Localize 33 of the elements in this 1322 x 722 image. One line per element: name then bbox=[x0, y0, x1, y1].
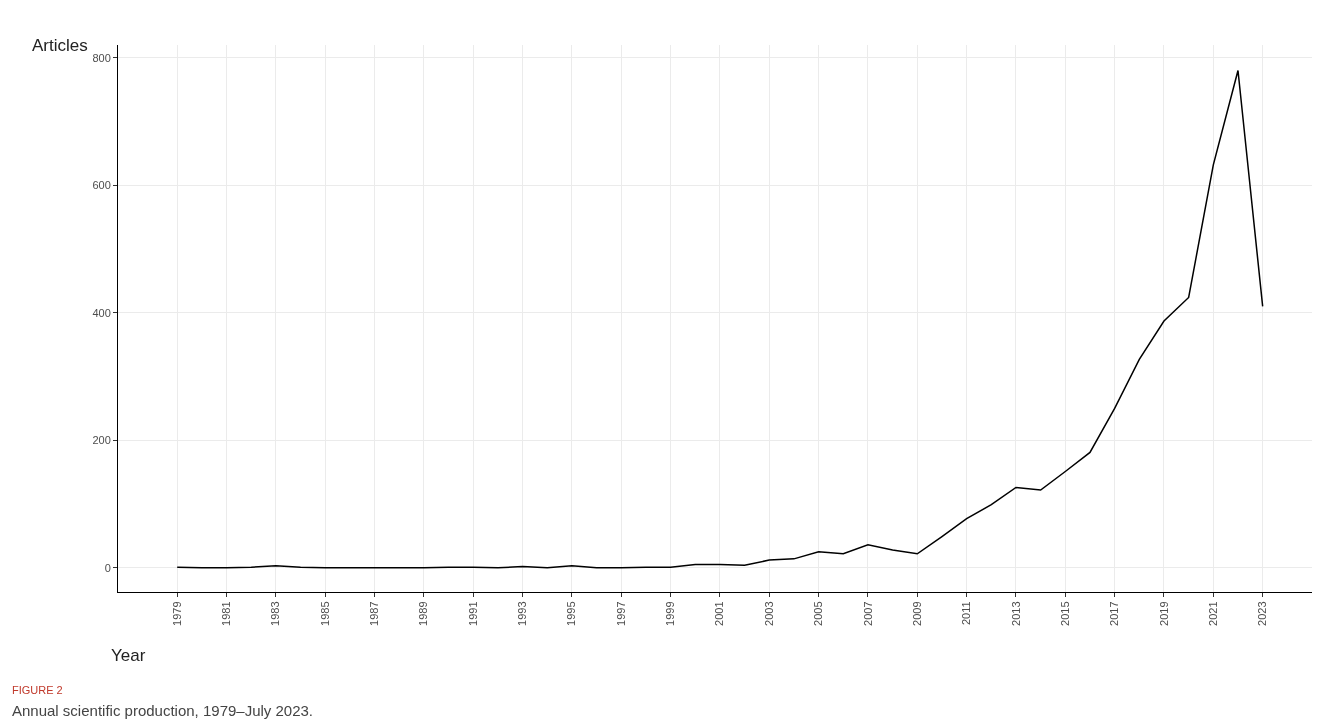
y-tick-label: 400 bbox=[92, 306, 111, 319]
text: Annual scientific production, 1979–July 2023. bbox=[12, 702, 314, 719]
x-axis-title: Year bbox=[111, 646, 146, 665]
x-tick-label: 2001 bbox=[713, 601, 726, 626]
x-tick-label: 1999 bbox=[664, 601, 677, 626]
x-tick-label: 1979 bbox=[170, 601, 183, 626]
x-tick-label: 1987 bbox=[368, 601, 381, 626]
x-tick-label: 2003 bbox=[762, 601, 775, 626]
y-tick-label: 800 bbox=[92, 51, 111, 64]
x-tick-label: 2011 bbox=[960, 601, 973, 626]
x-tick-label: 2021 bbox=[1206, 601, 1219, 626]
x-tick-label: 2019 bbox=[1157, 601, 1170, 626]
x-tick-label: 1985 bbox=[318, 601, 331, 626]
x-tick-label: 1993 bbox=[516, 601, 529, 626]
x-tick-label: 2009 bbox=[910, 601, 923, 626]
x-tick-label: 1995 bbox=[565, 601, 578, 626]
x-tick-label: 2015 bbox=[1058, 601, 1071, 626]
x-tick-label: 2023 bbox=[1256, 601, 1269, 626]
x-tick-label: 2013 bbox=[1009, 601, 1022, 626]
x-tick-label: 1997 bbox=[614, 601, 627, 626]
y-tick-label: 200 bbox=[92, 434, 111, 447]
y-tick-label: 0 bbox=[104, 561, 111, 574]
x-tick-label: 1983 bbox=[269, 601, 282, 626]
x-tick-label: 2017 bbox=[1108, 601, 1121, 626]
y-axis-title: Articles bbox=[32, 36, 88, 55]
x-tick-label: 1991 bbox=[466, 601, 479, 626]
line-series bbox=[176, 69, 1264, 569]
y-tick-label: 600 bbox=[92, 179, 111, 192]
text: FIGURE 2 bbox=[12, 684, 63, 696]
x-tick-label: 2007 bbox=[861, 601, 874, 626]
x-tick-label: 1981 bbox=[220, 601, 233, 626]
x-tick-label: 1989 bbox=[417, 601, 430, 626]
x-tick-label: 2005 bbox=[812, 601, 825, 626]
